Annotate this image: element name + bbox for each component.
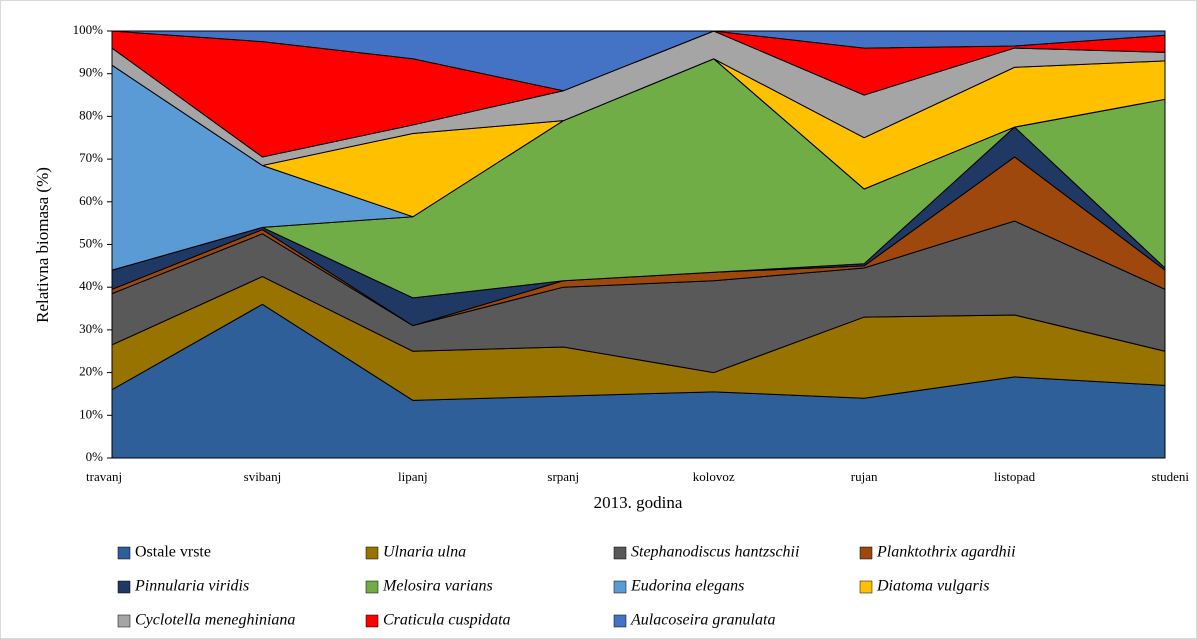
y-tick-label: 70%: [79, 150, 103, 165]
legend-label: Ulnaria ulna: [383, 544, 466, 561]
legend-swatch: [859, 546, 873, 560]
legend-swatch: [117, 580, 131, 594]
y-tick-label: 10%: [79, 406, 103, 421]
y-tick-label: 0%: [86, 449, 104, 464]
legend-swatch: [613, 580, 627, 594]
legend-swatch: [117, 614, 131, 628]
legend-swatch: [613, 546, 627, 560]
legend-label: Cyclotella meneghiniana: [135, 612, 295, 629]
y-axis-label: Relativna biomasa (%): [33, 167, 52, 323]
legend-label: Stephanodiscus hantzschii: [631, 544, 799, 561]
legend-label: Ostale vrste: [135, 544, 211, 561]
x-tick-label: lipanj: [398, 469, 428, 484]
x-tick-label: studeni: [1151, 469, 1189, 484]
legend-swatch: [859, 580, 873, 594]
legend-label: Eudorina elegans: [630, 578, 744, 595]
legend-label: Pinnularia viridis: [134, 578, 249, 595]
legend-swatch: [613, 614, 627, 628]
y-tick-label: 90%: [79, 65, 103, 80]
legend-swatch: [117, 546, 131, 560]
x-tick-label: listopad: [994, 469, 1036, 484]
y-tick-label: 100%: [73, 22, 104, 37]
legend-swatch: [365, 614, 379, 628]
area: [111, 30, 1166, 92]
legend-swatch: [365, 546, 379, 560]
legend-label: Melosira varians: [382, 578, 493, 595]
y-tick-label: 50%: [79, 235, 103, 250]
x-tick-label: svibanj: [244, 469, 282, 484]
x-tick-label: travanj: [86, 469, 122, 484]
y-tick-label: 30%: [79, 321, 103, 336]
y-tick-label: 80%: [79, 107, 103, 122]
legend-label: Aulacoseira granulata: [630, 612, 775, 629]
legend-swatch: [365, 580, 379, 594]
legend-label: Planktothrix agardhii: [876, 544, 1016, 561]
legend-label: Craticula cuspidata: [383, 612, 511, 629]
y-tick-label: 20%: [79, 364, 103, 379]
x-tick-label: kolovoz: [693, 469, 735, 484]
y-tick-label: 60%: [79, 193, 103, 208]
y-tick-label: 40%: [79, 278, 103, 293]
legend-label: Diatoma vulgaris: [876, 578, 989, 595]
x-axis-label: 2013. godina: [594, 493, 683, 512]
x-tick-label: srpanj: [547, 469, 579, 484]
x-tick-label: rujan: [851, 469, 878, 484]
